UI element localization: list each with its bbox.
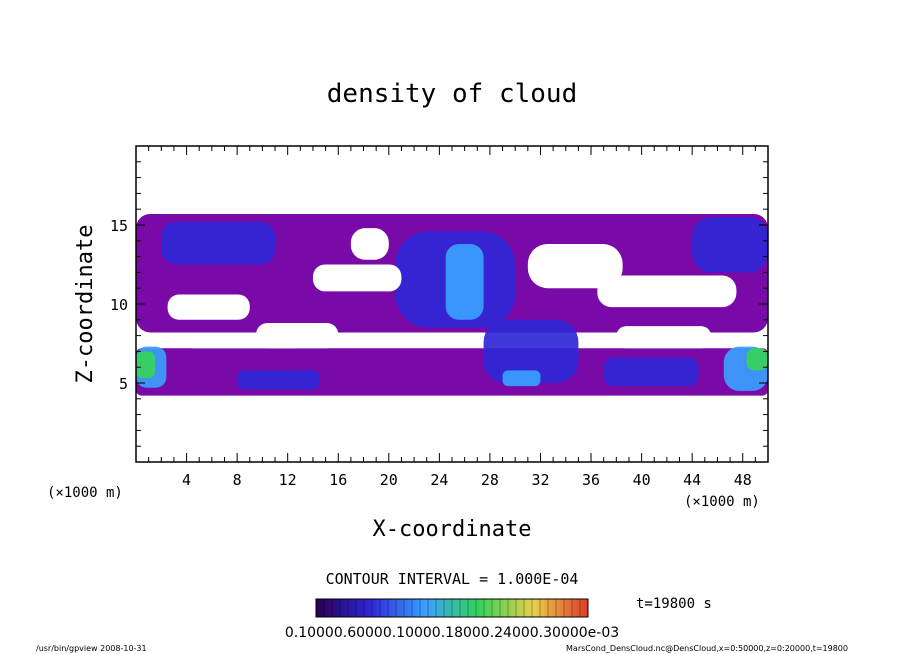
x-unit-label-left: (×1000 m) [47,485,123,501]
x-tick-label: 32 [531,471,549,489]
y-tick-label: 5 [119,375,128,393]
y-tick-label: 15 [110,217,128,235]
contour-region-3 [161,221,276,265]
y-tick-label: 10 [110,296,128,314]
x-tick-label: 20 [380,471,398,489]
contour-region-14 [746,348,768,371]
x-axis-label: X-coordinate [373,517,532,542]
clear-gap-2 [167,294,250,320]
y-axis-label: Z-coordinate [73,225,98,384]
contour-region-8 [692,217,768,273]
x-tick-label: 8 [233,471,242,489]
x-tick-label: 40 [633,471,651,489]
clear-gap-6 [597,275,737,308]
chart-title: density of cloud [327,79,577,109]
contour-region-9 [445,243,484,320]
x-tick-label: 44 [683,471,701,489]
colorbar-labels: 0.10000.60000.10000.18000.24000.30000e-0… [285,625,619,641]
x-tick-label: 36 [582,471,600,489]
footer-left: /usr/bin/gpview 2008-10-31 [36,644,147,653]
x-unit-label-right: (×1000 m) [684,494,760,510]
contour-region-6 [237,370,320,390]
contour-region-7 [603,357,699,387]
colorbar-ticks [323,599,581,617]
x-tick-label: 16 [329,471,347,489]
clear-gap-5 [527,243,623,289]
y-axis: 5 10 15 [110,161,768,447]
x-tick-label: 24 [430,471,448,489]
x-tick-label: 28 [481,471,499,489]
contour-region-5 [483,319,579,383]
x-axis: 4 8 12 16 20 24 28 32 36 40 44 48 [148,146,756,489]
contour-field [136,213,768,396]
clear-gap-8 [186,335,301,349]
clear-gap-7 [616,326,712,349]
x-tick-label: 48 [734,471,752,489]
time-label: t=19800 s [636,596,712,612]
x-tick-label: 12 [279,471,297,489]
footer-right: MarsCond_DensCloud.nc@DensCloud,x=0:5000… [566,644,848,653]
contour-interval-label: CONTOUR INTERVAL = 1.000E-04 [326,570,579,588]
clear-gap-4 [350,228,389,260]
clear-gap-1 [312,264,402,292]
x-tick-label: 4 [182,471,191,489]
contour-region-13 [136,351,155,379]
contour-region-10 [502,370,541,387]
